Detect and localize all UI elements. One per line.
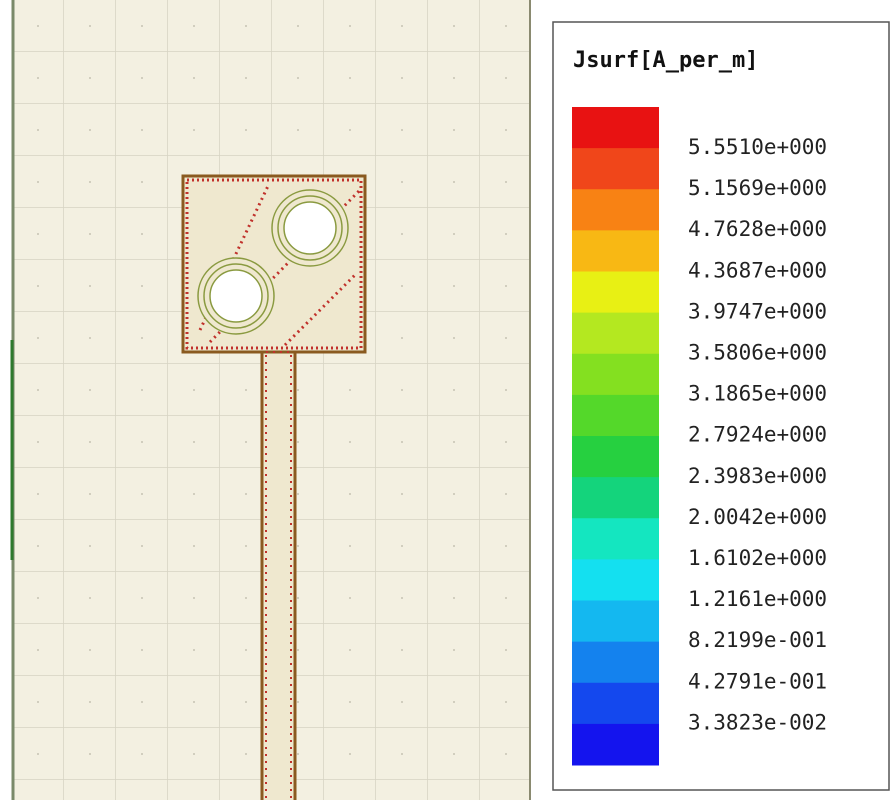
color-band	[572, 518, 659, 560]
legend-label: 2.0042e+000	[688, 505, 827, 529]
slot	[197, 189, 349, 335]
legend-label: 5.5510e+000	[688, 135, 827, 159]
legend-label: 3.1865e+000	[688, 382, 827, 406]
legend-label: 1.2161e+000	[688, 587, 827, 611]
color-band	[572, 723, 659, 766]
legend-label: 2.7924e+000	[688, 423, 827, 447]
antenna	[181, 174, 367, 800]
patch-current	[185, 178, 363, 350]
color-band	[572, 271, 659, 314]
legend-label: 3.3823e-002	[688, 710, 827, 734]
legend-label: 4.7628e+000	[688, 217, 827, 241]
legend-title: Jsurf[A_per_m]	[573, 48, 758, 73]
color-band	[572, 641, 659, 684]
legend-label: 5.1569e+000	[688, 176, 827, 200]
feed-line	[260, 350, 297, 800]
color-band	[572, 477, 659, 519]
color-band	[572, 436, 659, 478]
legend-label: 1.6102e+000	[688, 546, 827, 570]
color-band	[572, 600, 659, 643]
legend-label: 3.9747e+000	[688, 299, 827, 323]
color-band	[572, 148, 659, 190]
color-band	[572, 230, 659, 272]
color-band	[572, 189, 659, 231]
color-band	[572, 312, 659, 355]
color-band	[572, 353, 659, 396]
color-band	[572, 559, 659, 601]
legend-label: 2.3983e+000	[688, 464, 827, 488]
legend-label: 8.2199e-001	[688, 628, 827, 652]
legend-label: 4.2791e-001	[688, 669, 827, 693]
legend-label: 4.3687e+000	[688, 258, 827, 282]
color-band	[572, 394, 659, 437]
color-band	[572, 107, 659, 149]
legend-label: 3.5806e+000	[688, 341, 827, 365]
color-band	[572, 682, 659, 725]
